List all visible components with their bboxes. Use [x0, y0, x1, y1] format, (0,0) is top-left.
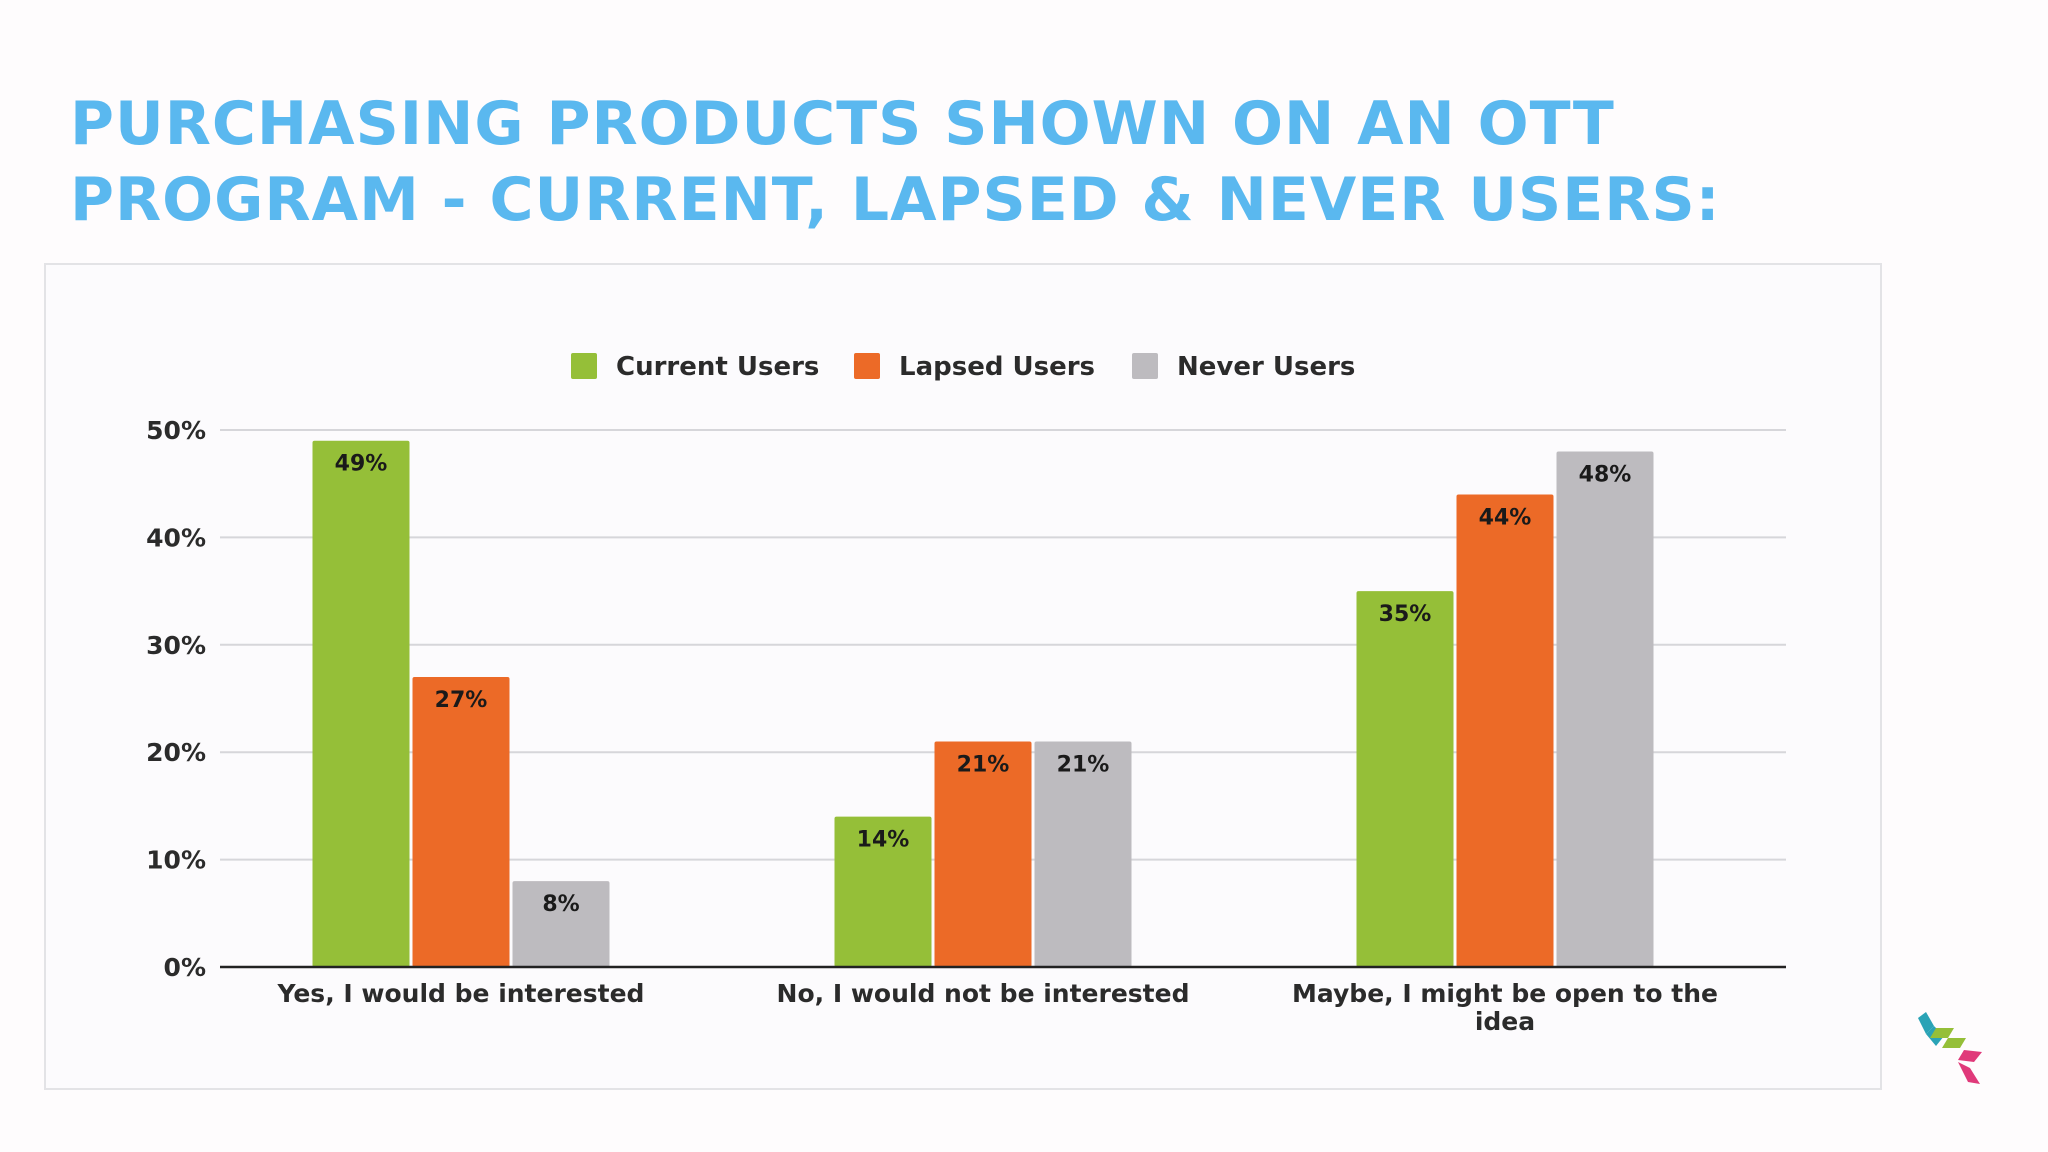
- bar: [1034, 741, 1132, 967]
- legend-label: Lapsed Users: [899, 352, 1095, 382]
- slide-title: PURCHASING PRODUCTS SHOWN ON AN OTT PROG…: [70, 86, 1721, 238]
- slide-title-line-1: PURCHASING PRODUCTS SHOWN ON AN OTT: [70, 89, 1615, 159]
- bar-data-label: 44%: [1479, 505, 1532, 530]
- y-tick-label: 40%: [146, 523, 206, 552]
- y-tick-label: 50%: [146, 416, 206, 445]
- bar-data-label: 14%: [857, 828, 910, 853]
- bar: [512, 881, 610, 967]
- y-tick-label: 20%: [146, 738, 206, 767]
- legend-swatch: [571, 353, 597, 379]
- x-category-label: No, I would not be interested: [777, 979, 1190, 1008]
- legend-label: Current Users: [616, 352, 819, 382]
- legend-swatch: [854, 353, 880, 379]
- bar-chart: 0% 10% 20% 30% 40% 50% 49% 27% 8% Yes, I would be…: [146, 352, 1786, 1036]
- x-category-label: Maybe, I might be open to the: [1292, 979, 1718, 1008]
- bar: [834, 816, 932, 967]
- slide-title-line-2: PROGRAM - CURRENT, LAPSED & NEVER USERS:: [70, 165, 1721, 235]
- x-category-label: Yes, I would be interested: [277, 979, 645, 1008]
- bar-data-label: 35%: [1379, 602, 1432, 627]
- y-tick-label: 30%: [146, 631, 206, 660]
- bar: [934, 741, 1032, 967]
- bar-data-label: 27%: [435, 688, 488, 713]
- bar: [1556, 451, 1654, 967]
- bar-data-label: 8%: [542, 892, 579, 917]
- bar: [412, 677, 510, 967]
- cube-logo-icon: [1918, 1012, 1982, 1084]
- bar-data-label: 21%: [957, 752, 1010, 777]
- bar-data-label: 48%: [1579, 462, 1632, 487]
- bar: [312, 440, 410, 967]
- chart-panel: 0% 10% 20% 30% 40% 50% 49% 27% 8% Yes, I would be…: [44, 263, 1882, 1090]
- bar: [1356, 591, 1454, 967]
- y-tick-label: 10%: [146, 846, 206, 875]
- legend-label: Never Users: [1177, 352, 1355, 382]
- y-tick-label: 0%: [164, 953, 206, 982]
- legend-swatch: [1132, 353, 1158, 379]
- bar: [1456, 494, 1554, 967]
- x-category-label: idea: [1475, 1007, 1535, 1036]
- bar-data-label: 49%: [335, 452, 388, 477]
- bar-data-label: 21%: [1057, 752, 1110, 777]
